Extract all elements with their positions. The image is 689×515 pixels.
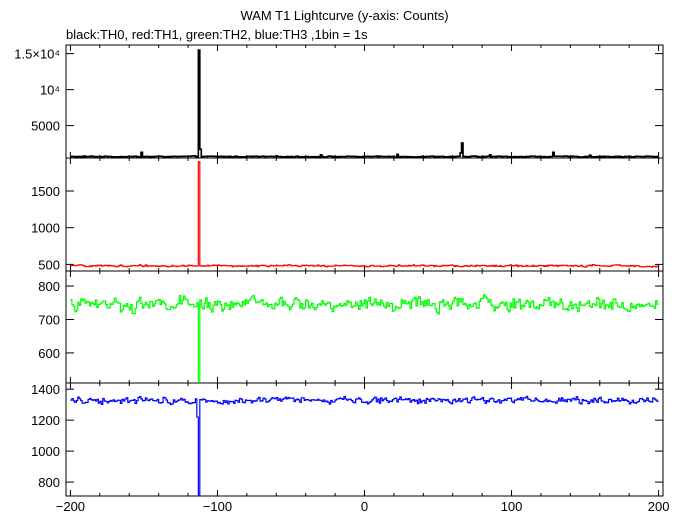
y-tick-label: 800 [38,475,60,490]
y-tick-label: 1000 [31,221,60,236]
panel-frame-th3 [65,382,664,497]
y-tick-label: 10⁴ [40,83,60,98]
panel-th2: 600 700 800 [38,270,664,384]
panel-th3: 800 1000 1200 1400 [31,382,664,497]
y-tick-label: 700 [38,312,60,327]
y-tick-label: 1500 [31,184,60,199]
y-tick-label: 5000 [31,119,60,134]
panel-frame-th0 [65,44,664,159]
x-tick-label: 0 [361,499,368,514]
x-tick-label: −200 [56,499,85,514]
panel-th0: 5000 10⁴ 1.5×10⁴ [14,44,664,159]
panel-frame-th2 [65,270,664,384]
y-tick-label: 600 [38,346,60,361]
chart-title: WAM T1 Lightcurve (y-axis: Counts) [240,8,449,23]
y-tick-label: 1400 [31,382,60,397]
series-line-th1 [70,161,659,268]
panel-th1: 500 1000 1500 [31,157,664,272]
panels-group: 5000 10⁴ 1.5×10⁴ 500 1000 1500 600 700 800 800 100… [14,44,664,497]
y-tick-label: 1.5×10⁴ [14,47,60,62]
y-tick-label: 500 [38,257,60,272]
x-axis: −200 −100 0 100 200 [56,499,670,514]
y-tick-label: 1200 [31,413,60,428]
series-line-th0 [70,49,659,158]
x-tick-label: 200 [648,499,670,514]
x-tick-label: −100 [203,499,232,514]
y-tick-label: 1000 [31,444,60,459]
series-line-th3 [70,395,659,496]
panel-frame-th1 [65,157,664,272]
series-line-th2 [70,294,659,382]
chart-subtitle: black:TH0, red:TH1, green:TH2, blue:TH3 … [66,27,368,42]
x-tick-label: 100 [501,499,523,514]
y-tick-label: 800 [38,279,60,294]
